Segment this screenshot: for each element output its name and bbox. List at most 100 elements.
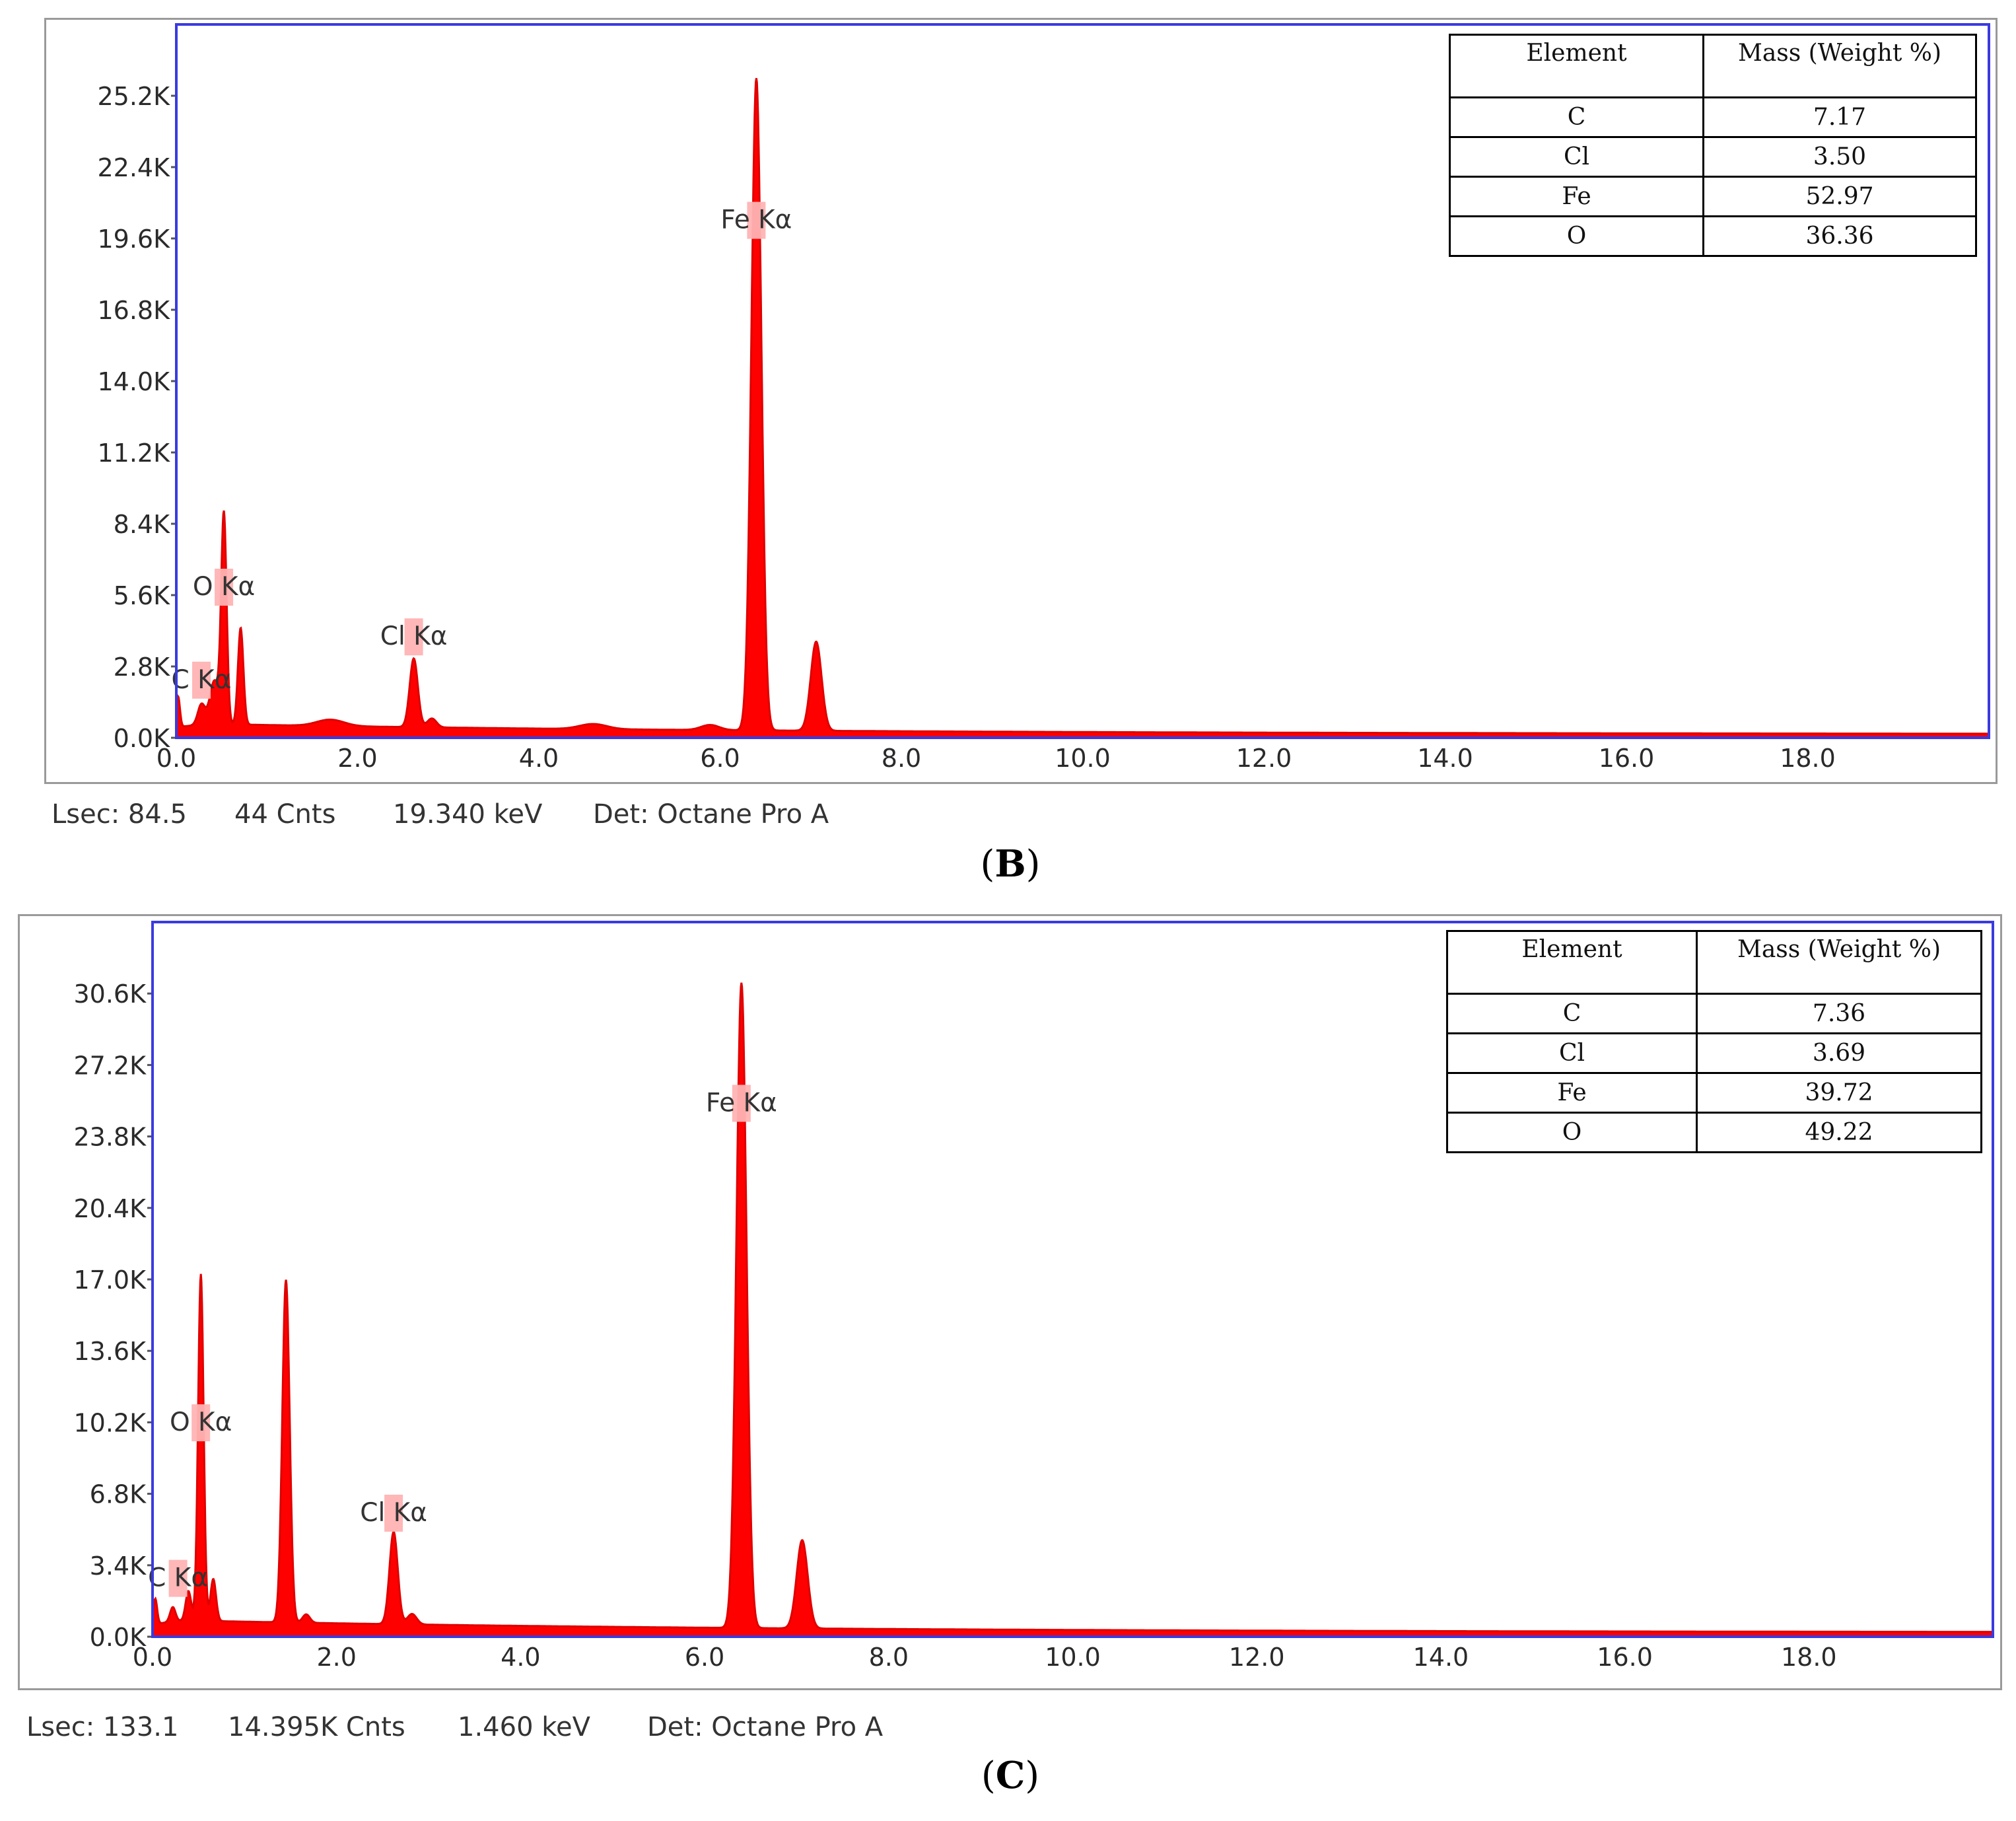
x-tick-label: 10.0 (1045, 1643, 1101, 1672)
y-tick-label: 16.8K (97, 296, 170, 325)
peak-label: Cl Kα (380, 622, 448, 651)
x-tick-label: 18.0 (1780, 744, 1836, 773)
y-tick-label: 3.4K (90, 1552, 147, 1581)
x-tick-label: 14.0 (1413, 1643, 1469, 1672)
mass-header: Mass (Weight %) (1696, 930, 1982, 995)
live-seconds: Lsec: 133.1 (26, 1712, 179, 1742)
peak-label: C Kα (172, 665, 232, 695)
peak-label-band (215, 569, 234, 606)
x-tick-label: 8.0 (882, 744, 921, 773)
mass-cell: 52.97 (1702, 176, 1977, 217)
table-row: Cl 3.69 (1446, 1032, 1982, 1074)
table-row: O 49.22 (1446, 1112, 1982, 1153)
counts: 14.395K Cnts (228, 1712, 405, 1742)
peak-label-band (168, 1559, 188, 1597)
peak-label: O Kα (170, 1408, 232, 1437)
y-tick-label: 27.2K (73, 1051, 147, 1080)
status-bar-b: Lsec: 84.5 44 Cnts 19.340 keV Det: Octan… (52, 799, 976, 832)
plot-area-border (175, 23, 1990, 739)
element-cell: Fe (1449, 176, 1704, 217)
panel-caption-c: (C) (981, 1754, 1040, 1797)
panel-caption-b: (B) (980, 842, 1041, 886)
table-row: Cl 3.50 (1449, 136, 1977, 178)
spectrum-chart-b: Fe Kα O Kα C Kα Cl Kα 0.0K 2.8K 5.6K 8.4K 11.2K 1… (97, 23, 1990, 773)
x-tick-label: 16.0 (1597, 1643, 1653, 1672)
y-tick-label: 20.4K (73, 1194, 147, 1223)
x-tick-label: 2.0 (316, 1643, 356, 1672)
element-cell: C (1446, 993, 1698, 1034)
table-header-row: Element Mass (Weight %) (1449, 34, 1977, 98)
table-row: C 7.36 (1446, 993, 1982, 1034)
x-tick-label: 2.0 (337, 744, 377, 773)
peak-label-band (191, 1404, 211, 1442)
peak-label: Fe Kα (720, 205, 792, 235)
y-tick-label: 2.8K (114, 653, 170, 682)
mass-cell: 3.50 (1702, 136, 1977, 178)
peak-label: Cl Kα (360, 1498, 427, 1528)
peak-label-band (747, 201, 766, 239)
peak-label-band (732, 1085, 751, 1122)
x-tick-label: 10.0 (1055, 744, 1111, 773)
x-tick-label: 12.0 (1229, 1643, 1285, 1672)
element-header: Element (1446, 930, 1698, 995)
mass-cell: 3.69 (1696, 1032, 1982, 1074)
x-tick-label: 16.0 (1599, 744, 1655, 773)
x-tick-label: 14.0 (1417, 744, 1473, 773)
element-header: Element (1449, 34, 1704, 98)
energy: 19.340 keV (393, 799, 543, 830)
peak-label: O Kα (193, 572, 255, 602)
y-tick-label: 8.4K (114, 510, 170, 539)
y-tick-label: 25.2K (97, 82, 170, 111)
element-cell: C (1449, 96, 1704, 138)
y-tick-label: 19.6K (97, 225, 170, 254)
live-seconds: Lsec: 84.5 (52, 799, 187, 830)
status-bar-c: Lsec: 133.1 14.395K Cnts 1.460 keV Det: … (26, 1712, 1017, 1745)
y-tick-label: 17.0K (73, 1266, 147, 1295)
energy: 1.460 keV (458, 1712, 590, 1742)
x-tick-label: 4.0 (519, 744, 559, 773)
x-tick-label: 0.0 (133, 1643, 172, 1672)
peak-label: Fe Kα (706, 1088, 777, 1118)
composition-table-b: Element Mass (Weight %) C 7.17 Cl 3.50 Fe 5… (1449, 34, 1977, 257)
table-row: C 7.17 (1449, 96, 1977, 138)
element-cell: Fe (1446, 1072, 1698, 1114)
y-tick-label: 0.0K (90, 1623, 147, 1652)
peak-label-band (192, 661, 211, 699)
counts: 44 Cnts (234, 799, 336, 830)
x-tick-label: 0.0 (156, 744, 196, 773)
element-cell: Cl (1449, 136, 1704, 178)
detector: Det: Octane Pro A (593, 799, 829, 830)
x-tick-label: 8.0 (869, 1643, 909, 1672)
table-row: Fe 52.97 (1449, 176, 1977, 217)
mass-header: Mass (Weight %) (1702, 34, 1977, 98)
x-tick-label: 6.0 (700, 744, 740, 773)
composition-table-c: Element Mass (Weight %) C 7.36 Cl 3.69 Fe 3… (1446, 930, 1982, 1153)
table-header-row: Element Mass (Weight %) (1446, 930, 1982, 995)
detector: Det: Octane Pro A (647, 1712, 884, 1742)
x-tick-label: 6.0 (685, 1643, 724, 1672)
x-tick-label: 12.0 (1236, 744, 1292, 773)
y-tick-label: 5.6K (114, 581, 170, 610)
element-cell: O (1449, 215, 1704, 257)
y-tick-label: 0.0K (114, 724, 170, 753)
peak-label: C Kα (148, 1563, 208, 1593)
spectrum-line (151, 982, 1993, 1633)
y-tick-label: 22.4K (97, 153, 170, 182)
y-tick-label: 6.8K (90, 1480, 147, 1509)
mass-cell: 7.17 (1702, 96, 1977, 138)
mass-cell: 7.36 (1696, 993, 1982, 1034)
y-tick-label: 30.6K (73, 980, 147, 1009)
table-row: O 36.36 (1449, 215, 1977, 257)
mass-cell: 49.22 (1696, 1112, 1982, 1153)
spectrum-line (175, 78, 1989, 735)
mass-cell: 36.36 (1702, 215, 1977, 257)
y-tick-label: 13.6K (73, 1337, 147, 1366)
plot-area-border (151, 921, 1994, 1638)
x-tick-label: 4.0 (501, 1643, 540, 1672)
element-cell: Cl (1446, 1032, 1698, 1074)
peak-label-band (384, 1494, 403, 1532)
y-tick-label: 11.2K (97, 439, 170, 468)
mass-cell: 39.72 (1696, 1072, 1982, 1114)
y-tick-label: 10.2K (73, 1408, 147, 1437)
